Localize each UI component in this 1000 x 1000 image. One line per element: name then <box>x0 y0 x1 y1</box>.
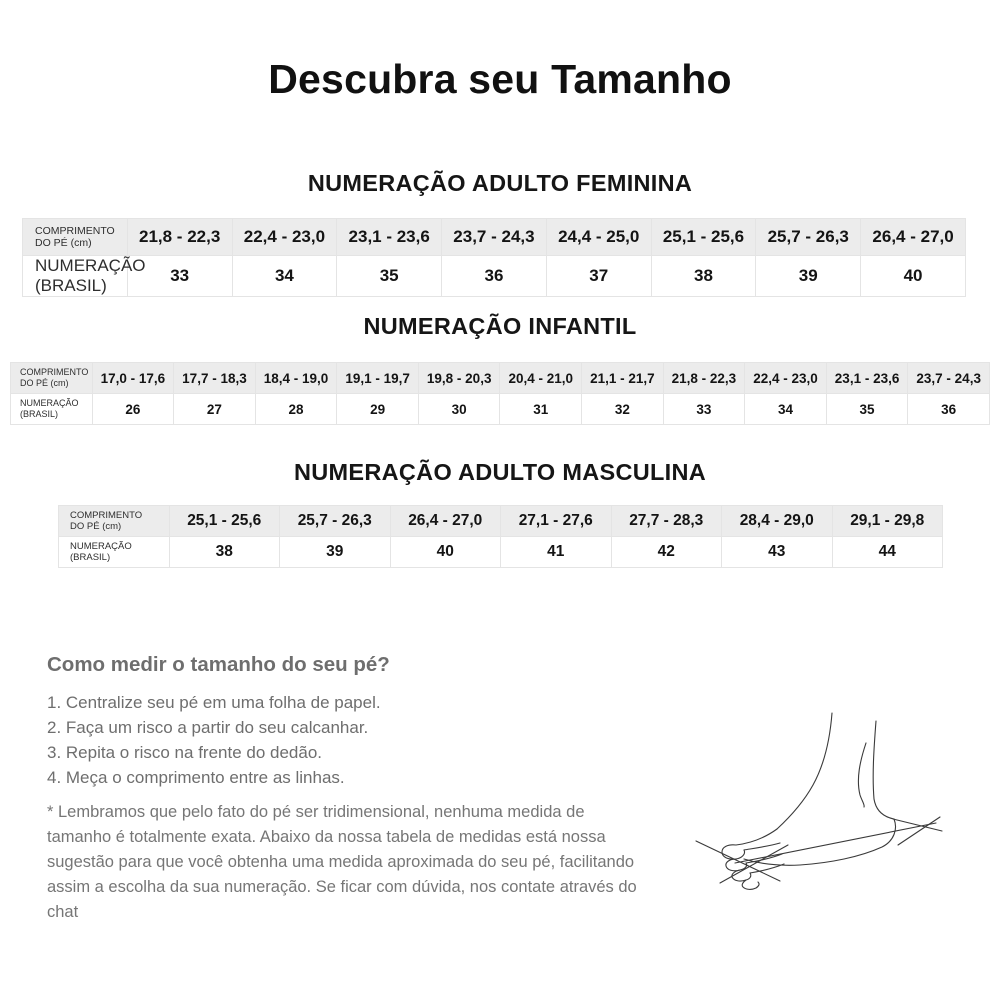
table-row-sizes: NUMERAÇÃO (BRASIL) 26 27 28 29 30 31 32 … <box>10 393 990 425</box>
how-to-measure-block: Como medir o tamanho do seu pé? 1. Centr… <box>47 653 647 791</box>
how-to-measure-steps: 1. Centralize seu pé em uma folha de pap… <box>47 691 647 791</box>
disclaimer-text: * Lembramos que pelo fato do pé ser trid… <box>47 803 637 922</box>
length-cell: 17,7 - 18,3 <box>173 362 256 394</box>
size-cell: 40 <box>860 254 966 298</box>
length-cell: 20,4 - 21,0 <box>499 362 583 394</box>
how-to-measure-title: Como medir o tamanho do seu pé? <box>47 653 390 676</box>
page-title: Descubra seu Tamanho <box>268 56 732 102</box>
row-label-size: NUMERAÇÃO (BRASIL) <box>10 393 93 425</box>
length-cell: 21,8 - 22,3 <box>662 362 746 394</box>
length-cell: 22,4 - 23,0 <box>744 362 827 394</box>
length-cell: 25,7 - 26,3 <box>755 218 862 256</box>
size-cell: 43 <box>721 536 833 568</box>
length-cell: 23,1 - 23,6 <box>336 218 443 256</box>
size-table-feminina: COMPRIMENTO DO PÉ (cm) 21,8 - 22,3 22,4 … <box>22 218 966 298</box>
size-cell: 30 <box>417 393 501 425</box>
size-cell: 37 <box>545 254 652 298</box>
length-cell: 17,0 - 17,6 <box>91 362 175 394</box>
list-item: 1. Centralize seu pé em uma folha de pap… <box>47 693 381 712</box>
length-cell: 26,4 - 27,0 <box>389 505 501 537</box>
size-cell: 42 <box>610 536 722 568</box>
length-cell: 25,7 - 26,3 <box>279 505 391 537</box>
list-item: 2. Faça um risco a partir do seu calcanh… <box>47 717 369 737</box>
size-cell: 36 <box>441 254 547 298</box>
length-cell: 18,4 - 19,0 <box>254 362 338 394</box>
length-cell: 21,1 - 21,7 <box>581 362 664 394</box>
length-cell: 27,7 - 28,3 <box>610 505 722 537</box>
size-cell: 41 <box>500 536 612 568</box>
size-table-infantil: COMPRIMENTO DO PÉ (cm) 17,0 - 17,6 17,7 … <box>10 362 990 425</box>
row-label-length: COMPRIMENTO DO PÉ (cm) <box>22 218 128 256</box>
row-label-size: NUMERAÇÃO (BRASIL) <box>58 536 170 568</box>
foot-measurement-illustration <box>680 695 980 895</box>
size-cell: 39 <box>755 254 862 298</box>
size-cell: 44 <box>831 536 943 568</box>
section-heading-infantil: NUMERAÇÃO INFANTIL <box>363 313 637 339</box>
size-cell: 31 <box>499 393 583 425</box>
section-heading-masculina: NUMERAÇÃO ADULTO MASCULINA <box>293 459 707 485</box>
size-cell: 38 <box>168 536 280 568</box>
size-cell: 39 <box>279 536 391 568</box>
length-cell: 27,1 - 27,6 <box>500 505 612 537</box>
length-cell: 26,4 - 27,0 <box>860 218 966 256</box>
size-cell: 34 <box>231 254 338 298</box>
row-label-length: COMPRIMENTO DO PÉ (cm) <box>10 362 93 394</box>
size-cell: 36 <box>907 393 990 425</box>
table-row-sizes: NUMERAÇÃO (BRASIL) 38 39 40 41 42 43 44 <box>58 536 943 568</box>
row-label-length: COMPRIMENTO DO PÉ (cm) <box>58 505 170 537</box>
length-cell: 19,8 - 20,3 <box>417 362 501 394</box>
table-row-lengths: COMPRIMENTO DO PÉ (cm) 25,1 - 25,6 25,7 … <box>58 505 943 537</box>
size-cell: 32 <box>581 393 664 425</box>
table-row-lengths: COMPRIMENTO DO PÉ (cm) 17,0 - 17,6 17,7 … <box>10 362 990 394</box>
length-cell: 23,7 - 24,3 <box>907 362 990 394</box>
size-cell: 34 <box>744 393 827 425</box>
length-cell: 23,7 - 24,3 <box>441 218 547 256</box>
table-row-sizes: NUMERAÇÃO (BRASIL) 33 34 35 36 37 38 39 … <box>22 254 966 298</box>
size-table-masculina: COMPRIMENTO DO PÉ (cm) 25,1 - 25,6 25,7 … <box>58 505 943 568</box>
size-cell: 33 <box>662 393 746 425</box>
row-label-size: NUMERAÇÃO (BRASIL) <box>22 254 146 298</box>
length-cell: 29,1 - 29,8 <box>831 505 943 537</box>
size-cell: 28 <box>254 393 338 425</box>
table-row-lengths: COMPRIMENTO DO PÉ (cm) 21,8 - 22,3 22,4 … <box>22 218 966 256</box>
size-cell: 27 <box>173 393 256 425</box>
length-cell: 24,4 - 25,0 <box>545 218 652 256</box>
length-cell: 23,1 - 23,6 <box>825 362 909 394</box>
foot-diagram-icon <box>695 712 943 890</box>
size-cell: 40 <box>389 536 501 568</box>
length-cell: 21,8 - 22,3 <box>126 218 233 256</box>
size-cell: 38 <box>650 254 757 298</box>
length-cell: 19,1 - 19,7 <box>336 362 419 394</box>
size-cell: 35 <box>336 254 443 298</box>
list-item: 4. Meça o comprimento entre as linhas. <box>47 767 345 787</box>
length-cell: 25,1 - 25,6 <box>650 218 757 256</box>
size-cell: 33 <box>126 254 233 298</box>
length-cell: 22,4 - 23,0 <box>231 218 338 256</box>
section-heading-feminina: NUMERAÇÃO ADULTO FEMININA <box>307 170 693 196</box>
length-cell: 28,4 - 29,0 <box>721 505 833 537</box>
length-cell: 25,1 - 25,6 <box>168 505 280 537</box>
list-item: 3. Repita o risco na frente do dedão. <box>47 742 323 762</box>
size-cell: 26 <box>91 393 175 425</box>
size-cell: 29 <box>336 393 419 425</box>
size-cell: 35 <box>825 393 909 425</box>
